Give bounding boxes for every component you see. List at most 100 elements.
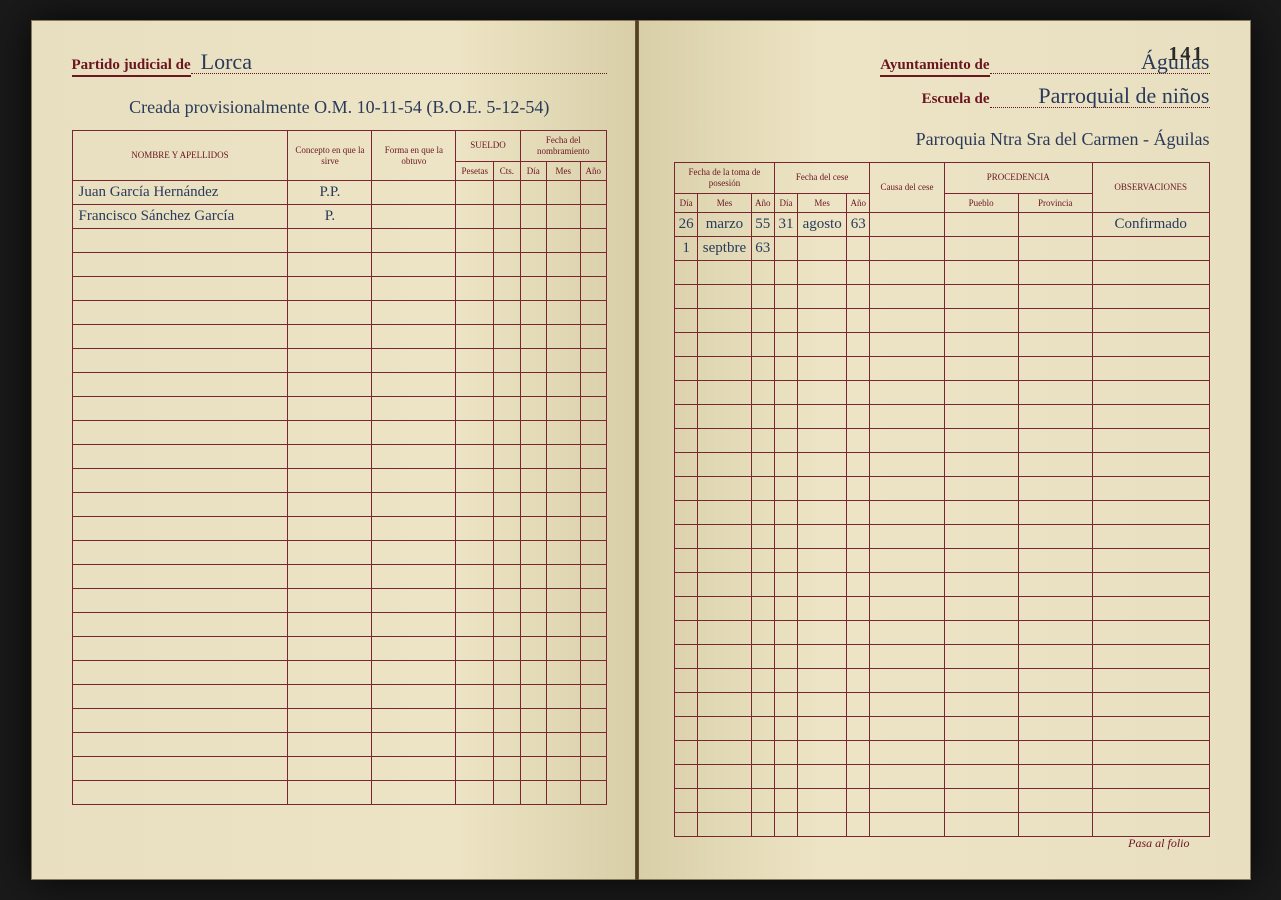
table-row [72, 781, 607, 805]
cell-provincia [1018, 309, 1092, 333]
cell-mes [546, 757, 580, 781]
cell-pos-ano [751, 765, 774, 789]
cell-obs [1092, 693, 1209, 717]
cell-concepto [288, 229, 372, 253]
cell-pos-ano [751, 453, 774, 477]
cell-cese-mes [798, 405, 847, 429]
table-row [675, 645, 1210, 669]
cell-provincia [1018, 549, 1092, 573]
cell-cese-ano: 63 [847, 213, 870, 237]
cell-cese-dia [774, 693, 797, 717]
cell-forma [372, 229, 456, 253]
table-row [72, 445, 607, 469]
cell-pesetas [456, 205, 494, 229]
cell-causa [870, 429, 944, 453]
cell-pesetas [456, 685, 494, 709]
cell-obs [1092, 621, 1209, 645]
table-row [72, 469, 607, 493]
cell-dia [520, 469, 546, 493]
cell-cese-mes [798, 477, 847, 501]
cell-pueblo [944, 573, 1018, 597]
cell-pos-dia [675, 621, 698, 645]
cell-provincia [1018, 381, 1092, 405]
cell-forma [372, 589, 456, 613]
cell-cts [494, 301, 520, 325]
cell-nombre [72, 445, 288, 469]
table-row [675, 261, 1210, 285]
cell-cese-dia [774, 669, 797, 693]
col-provincia: Provincia [1018, 193, 1092, 213]
cell-forma [372, 373, 456, 397]
cell-pos-mes [698, 717, 751, 741]
cell-pos-ano [751, 429, 774, 453]
cell-pos-mes [698, 693, 751, 717]
cell-obs [1092, 333, 1209, 357]
cell-cts [494, 397, 520, 421]
cell-dia [520, 541, 546, 565]
cell-pos-dia [675, 645, 698, 669]
cell-ano [580, 181, 606, 205]
col-cese-dia: Día [774, 193, 797, 213]
cell-causa [870, 333, 944, 357]
cell-nombre [72, 613, 288, 637]
cell-concepto [288, 685, 372, 709]
cell-pos-ano [751, 525, 774, 549]
cell-forma [372, 421, 456, 445]
cell-pos-ano [751, 357, 774, 381]
cell-causa [870, 213, 944, 237]
cell-mes [546, 397, 580, 421]
cell-obs [1092, 573, 1209, 597]
col-fecha-pos: Fecha de la toma de posesión [675, 163, 775, 194]
col-pos-ano: Año [751, 193, 774, 213]
cell-cese-ano [847, 765, 870, 789]
table-row [675, 405, 1210, 429]
cell-mes [546, 637, 580, 661]
cell-pos-mes [698, 645, 751, 669]
cell-pos-mes [698, 261, 751, 285]
table-row: Juan García HernándezP.P. [72, 181, 607, 205]
col-cese-mes: Mes [798, 193, 847, 213]
cell-forma [372, 349, 456, 373]
cell-cts [494, 277, 520, 301]
cell-concepto [288, 373, 372, 397]
cell-nombre [72, 325, 288, 349]
cell-pos-mes [698, 669, 751, 693]
cell-concepto [288, 517, 372, 541]
cell-dia [520, 661, 546, 685]
cell-mes [546, 613, 580, 637]
cell-pos-dia [675, 597, 698, 621]
cell-nombre: Juan García Hernández [72, 181, 288, 205]
table-row [72, 637, 607, 661]
cell-causa [870, 669, 944, 693]
cell-obs [1092, 741, 1209, 765]
cell-pos-ano: 55 [751, 213, 774, 237]
cell-pos-ano [751, 621, 774, 645]
cell-pueblo [944, 813, 1018, 837]
cell-pos-mes: marzo [698, 213, 751, 237]
cell-cese-mes [798, 573, 847, 597]
cell-ano [580, 685, 606, 709]
cell-pos-dia [675, 453, 698, 477]
cell-pos-mes [698, 429, 751, 453]
left-table-head: NOMBRE Y APELLIDOS Concepto en que la si… [72, 131, 607, 181]
table-row [72, 661, 607, 685]
cell-dia [520, 325, 546, 349]
cell-obs [1092, 717, 1209, 741]
table-row [72, 757, 607, 781]
cell-cts [494, 613, 520, 637]
table-row [72, 709, 607, 733]
col-cese-ano: Año [847, 193, 870, 213]
cell-nombre [72, 541, 288, 565]
cell-pesetas [456, 349, 494, 373]
cell-ano [580, 373, 606, 397]
cell-cese-ano [847, 669, 870, 693]
cell-dia [520, 565, 546, 589]
cell-cese-ano [847, 429, 870, 453]
cell-obs [1092, 645, 1209, 669]
cell-forma [372, 397, 456, 421]
cell-concepto [288, 253, 372, 277]
table-row [72, 733, 607, 757]
cell-cese-dia [774, 789, 797, 813]
cell-pos-ano [751, 381, 774, 405]
cell-cts [494, 685, 520, 709]
